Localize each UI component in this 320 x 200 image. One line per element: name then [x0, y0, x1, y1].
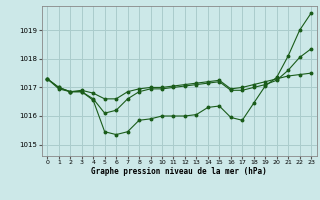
X-axis label: Graphe pression niveau de la mer (hPa): Graphe pression niveau de la mer (hPa) [91, 167, 267, 176]
